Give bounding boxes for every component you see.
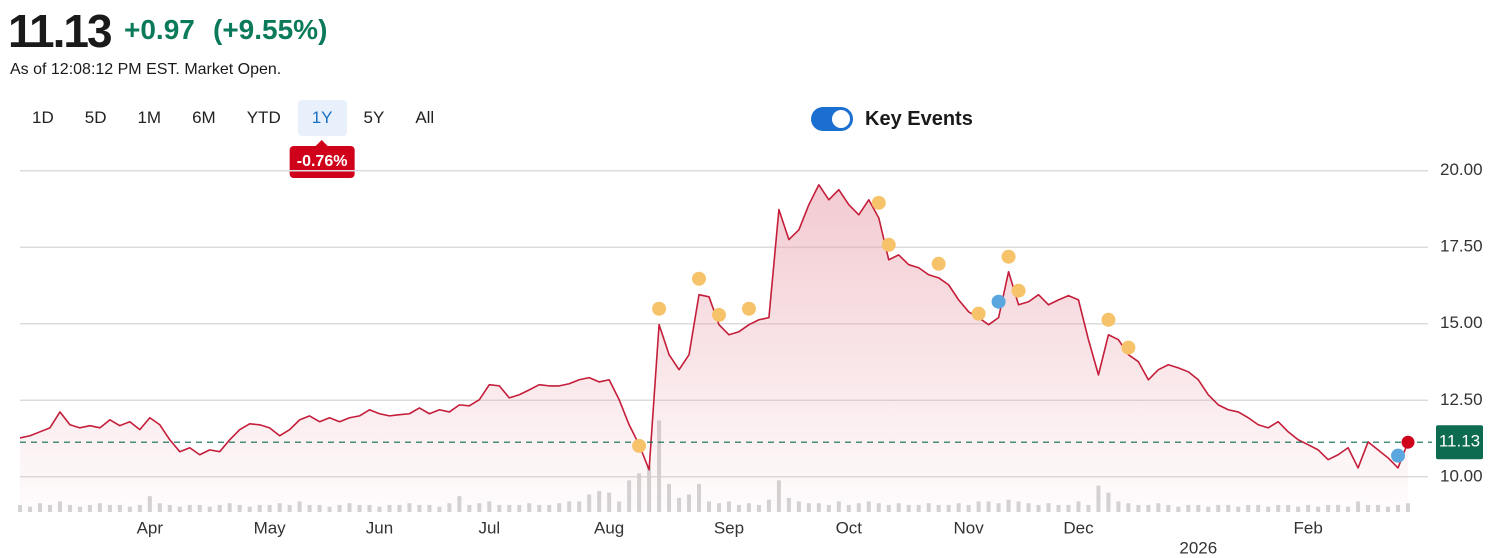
last-price-dot	[1401, 435, 1415, 449]
current-price-tag	[1436, 425, 1483, 460]
y-tick-label: 15.00	[1440, 313, 1483, 332]
key-event[interactable]	[1011, 283, 1026, 298]
y-tick-label: 20.00	[1440, 160, 1483, 179]
range-button[interactable]: 1M	[137, 108, 162, 127]
range-button[interactable]: All	[415, 108, 435, 127]
range-button[interactable]: YTD	[246, 108, 281, 127]
x-tick-label: Apr	[137, 518, 164, 537]
x-tick-label: Jun	[366, 518, 393, 537]
key-event[interactable]	[632, 438, 647, 453]
x-tick-label: Aug	[594, 518, 624, 537]
x-year-label: 2026	[1179, 538, 1217, 557]
x-tick-label: Jul	[478, 518, 500, 537]
range-button[interactable]: 5D	[84, 108, 107, 127]
key-event[interactable]	[692, 271, 707, 286]
area-fill	[20, 184, 1408, 513]
current-price-label: 11.13	[1439, 432, 1480, 451]
y-tick-label: 10.00	[1440, 466, 1483, 485]
switch-knob	[832, 110, 850, 128]
key-event[interactable]	[711, 307, 726, 322]
range-button[interactable]: 1D	[32, 108, 54, 127]
x-tick-label: Nov	[954, 518, 985, 537]
price-change-pct: (+9.55%)	[213, 14, 328, 45]
range-button[interactable]: 6M	[192, 108, 216, 127]
key-events-label: Key Events	[865, 107, 973, 130]
key-events-toggle[interactable]: Key Events	[811, 107, 973, 131]
as-of: As of 12:08:12 PM EST. Market Open.	[10, 61, 282, 78]
switch[interactable]	[811, 107, 853, 131]
key-event[interactable]	[741, 301, 756, 316]
x-tick-label: Dec	[1063, 518, 1094, 537]
key-event[interactable]	[1121, 340, 1136, 355]
range-button[interactable]: 5Y	[363, 108, 385, 127]
x-tick-label: Sep	[714, 518, 744, 537]
range-button[interactable]: 1Y -0.76%	[289, 100, 355, 178]
y-tick-label: 17.50	[1440, 237, 1483, 256]
x-tick-label: May	[254, 518, 287, 537]
key-event[interactable]	[881, 237, 896, 252]
key-event[interactable]	[652, 301, 667, 316]
range-change-badge: -0.76%	[289, 140, 355, 178]
x-tick-label: Oct	[836, 518, 863, 537]
range-buttons: 1D 5D 1M 6M YTD 1Y -0.76% 5Y All	[18, 100, 451, 178]
key-event[interactable]	[871, 195, 886, 210]
y-tick-label: 12.50	[1440, 390, 1483, 409]
key-event[interactable]	[1391, 448, 1406, 463]
price-change: +0.97	[124, 14, 195, 45]
key-event[interactable]	[1101, 312, 1116, 327]
x-tick-label: Feb	[1293, 518, 1322, 537]
key-event[interactable]	[1001, 249, 1016, 264]
key-event[interactable]	[971, 306, 986, 321]
key-event[interactable]	[991, 294, 1006, 309]
price: 11.13	[8, 5, 113, 57]
key-event[interactable]	[931, 256, 946, 271]
